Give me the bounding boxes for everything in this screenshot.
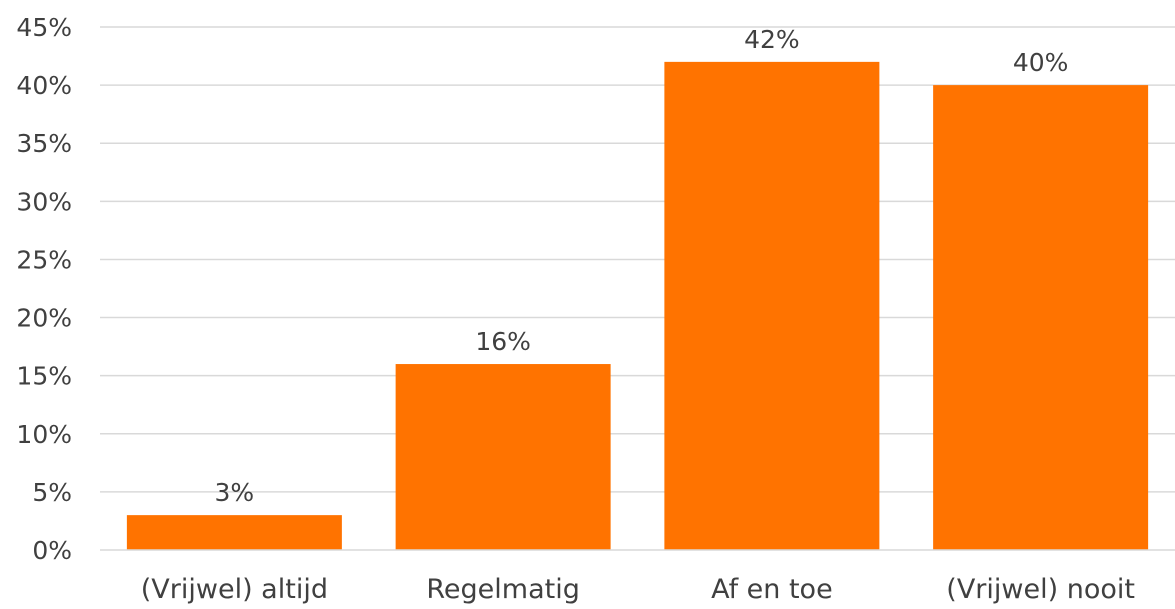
bar [126, 515, 342, 550]
data-label: 16% [475, 327, 531, 356]
y-tick-label: 15% [16, 362, 72, 391]
gridlines [100, 26, 1175, 493]
bar [395, 364, 611, 550]
data-label: 3% [215, 478, 255, 507]
y-tick-label: 5% [32, 478, 72, 507]
y-axis-tick-labels: 0% 5% 10% 15% 20% 25% 30% 35% 40% 45% [16, 13, 72, 565]
y-tick-label: 35% [16, 129, 72, 158]
bars [126, 61, 1149, 550]
y-tick-label: 30% [16, 187, 72, 216]
data-label: 42% [744, 25, 800, 54]
data-label: 40% [1013, 48, 1069, 77]
y-tick-label: 10% [16, 420, 72, 449]
x-category-label: Af en toe [711, 574, 833, 605]
y-tick-label: 0% [32, 536, 72, 565]
y-tick-label: 45% [16, 13, 72, 42]
x-category-label: (Vrijwel) nooit [946, 574, 1135, 605]
x-category-label: (Vrijwel) altijd [141, 574, 328, 605]
y-tick-label: 40% [16, 71, 72, 100]
x-axis-category-labels: (Vrijwel) altijd Regelmatig Af en toe (Vrij… [141, 574, 1135, 605]
x-category-label: Regelmatig [426, 574, 579, 605]
bar [933, 85, 1149, 550]
y-tick-label: 20% [16, 304, 72, 333]
y-tick-label: 25% [16, 245, 72, 274]
data-labels: 3% 16% 42% 40% [215, 25, 1069, 507]
bar [664, 61, 880, 550]
